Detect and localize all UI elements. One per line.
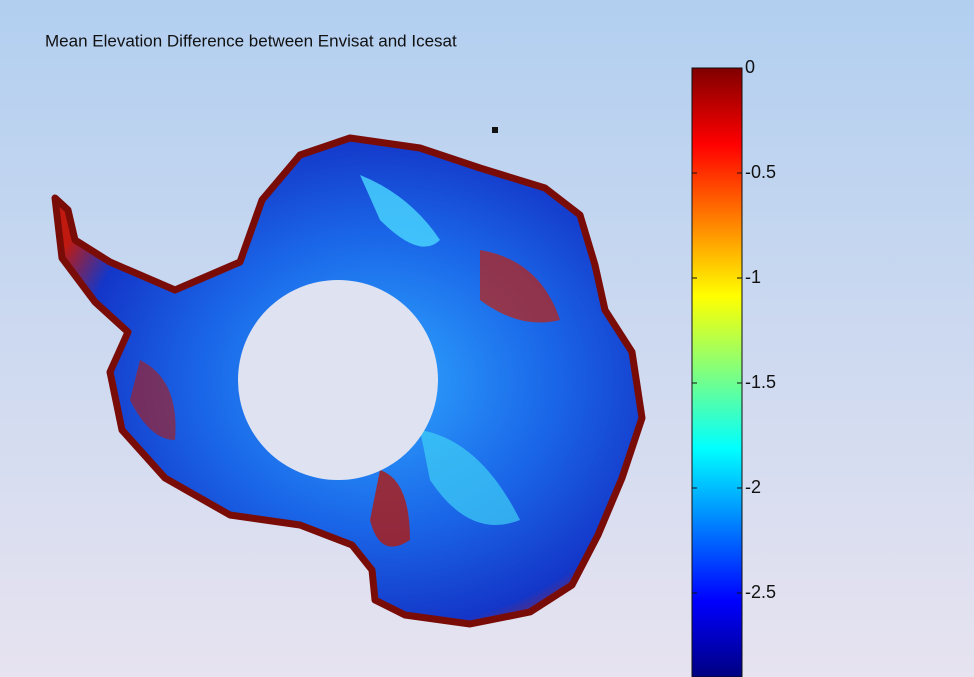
tick-label: 0 — [745, 57, 755, 77]
colorbar-scale — [692, 68, 742, 677]
tick-label: -1.5 — [745, 372, 776, 392]
speck — [492, 127, 498, 133]
page: {"chart_data": {"type": "heatmap", "titl… — [0, 0, 974, 677]
tick-label: -0.5 — [745, 162, 776, 182]
tick-label: -2.5 — [745, 582, 776, 602]
tick-label: -2 — [745, 477, 761, 497]
map-title: Mean Elevation Difference between Envisa… — [45, 31, 457, 50]
pole-hole — [238, 280, 438, 480]
tick-label: -1 — [745, 267, 761, 287]
figure: Mean Elevation Difference between Envisa… — [0, 0, 974, 677]
